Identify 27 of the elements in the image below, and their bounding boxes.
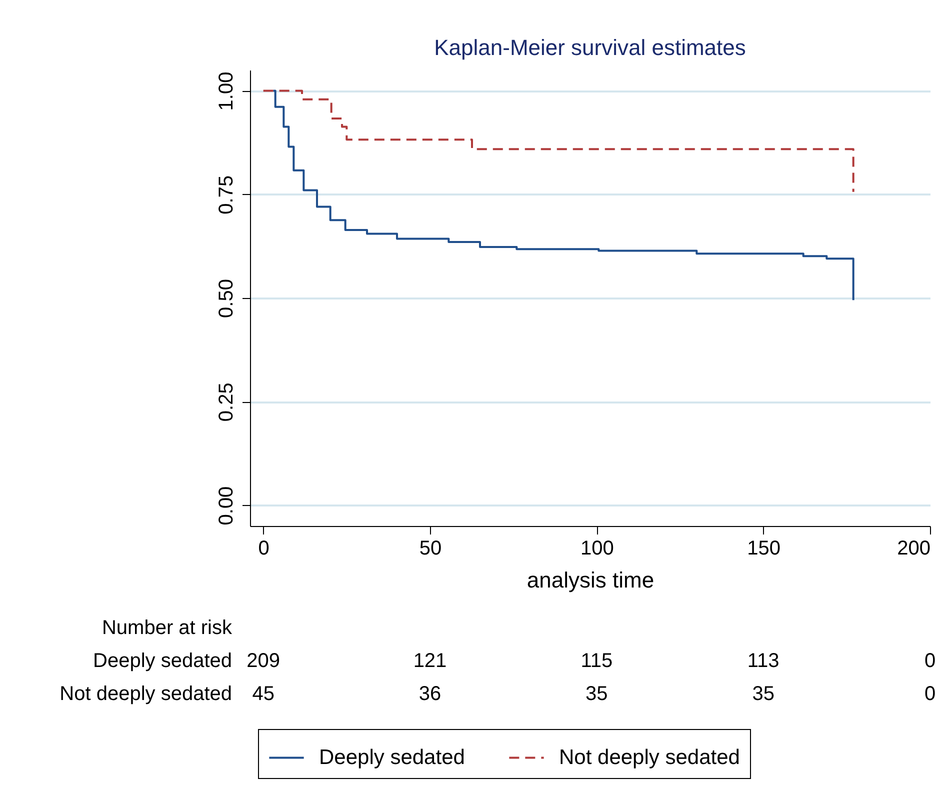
y-tick-label: 1.00 xyxy=(216,72,238,111)
text: 209 xyxy=(246,650,280,672)
text: 45 xyxy=(252,683,274,705)
y-tick-label: 0.75 xyxy=(216,175,238,214)
y-tick-label: 0.00 xyxy=(216,486,238,526)
text: 35 xyxy=(586,683,608,705)
text: 0 xyxy=(924,650,936,672)
text: 113 xyxy=(747,650,780,672)
x-tick-label: 0 xyxy=(258,538,270,560)
x-tick-label: 150 xyxy=(747,538,781,560)
y-tick-label: 0.50 xyxy=(216,279,238,318)
text: Not deeply sedated xyxy=(60,683,232,705)
text: 121 xyxy=(413,650,447,672)
chart-title: Kaplan-Meier survival estimates xyxy=(434,35,746,60)
text: 0 xyxy=(924,683,936,705)
legend-label: Deeply sedated xyxy=(319,746,465,769)
x-axis-title: analysis time xyxy=(526,568,654,592)
text: 35 xyxy=(752,683,774,705)
y-tick-label: 0.25 xyxy=(216,382,238,422)
x-tick-label: 200 xyxy=(897,538,930,560)
text: 36 xyxy=(418,683,442,705)
text: 115 xyxy=(580,650,613,672)
x-tick-label: 100 xyxy=(580,538,614,560)
text: Deeply sedated xyxy=(93,650,232,672)
legend-label: Not deeply sedated xyxy=(559,746,740,769)
text: Number at risk xyxy=(102,617,233,639)
x-tick-label: 50 xyxy=(419,538,442,560)
